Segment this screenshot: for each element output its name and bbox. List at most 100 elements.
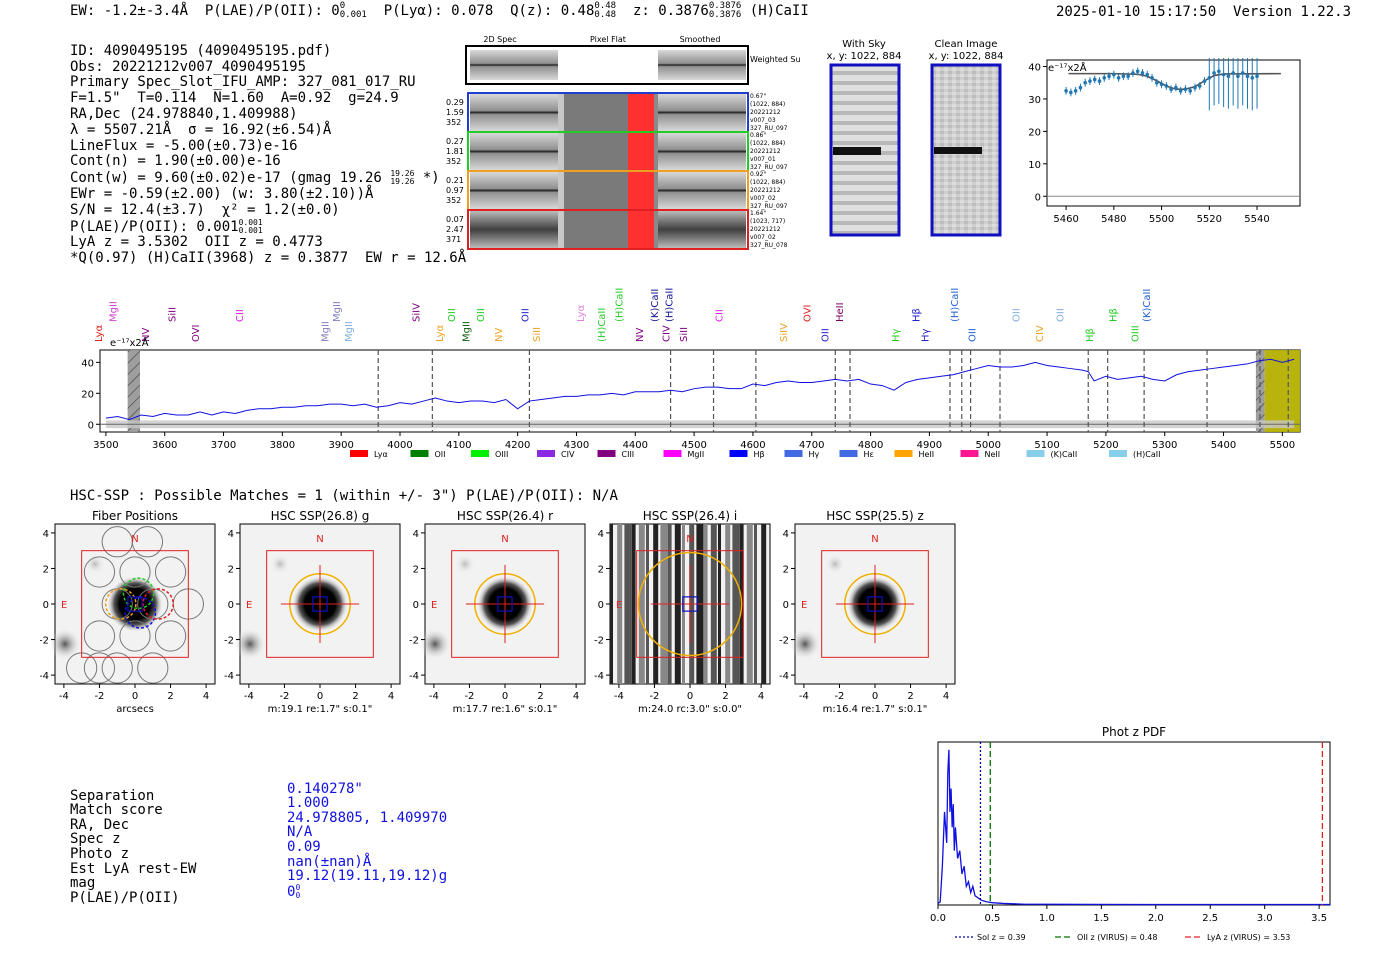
hsc-panel-caption: m:17.7 re:1.6" s:0.1" <box>453 704 558 713</box>
with-sky-coords: x, y: 1022, 884 <box>827 51 902 62</box>
full-shaded-region <box>1264 350 1300 432</box>
photz-pdf-chart: Phot z PDF 0.0 0.5 1.0 1.5 2.0 2.5 3.0 3.5 Sol … <box>930 725 1331 942</box>
fiber-pixelflat-image <box>564 133 628 170</box>
hsc-stripe <box>732 524 740 684</box>
match-label-separation: Separation <box>70 787 155 804</box>
pdf-xtick-label: 1.0 <box>1039 913 1055 924</box>
hsc-panel: HSC SSP(25.5) z N E -4 -4 -2 -2 0 0 2 2 4 4 m:16.4 re… <box>779 509 956 713</box>
match-value-specz: N/A <box>287 824 313 841</box>
pdf-ticks: 0.0 0.5 1.0 1.5 2.0 2.5 3.0 3.5 <box>930 905 1327 924</box>
full-legend-swatch <box>663 450 682 457</box>
fiber-row-meta: 0.92" <box>750 171 766 178</box>
fiber-row-meta: (1022, 884) <box>750 101 785 108</box>
emission-line-label: SiII <box>679 327 690 342</box>
hsc-xtick-label: -2 <box>94 691 104 702</box>
info-plae: P(LAE)/P(OII): 0.0010.001 0.001 <box>70 218 466 236</box>
pdf-xtick-label: 3.5 <box>1311 913 1327 924</box>
hsc-compass-n: N <box>131 534 138 545</box>
hsc-ytick-label: -4 <box>594 671 604 682</box>
zoom-data-point <box>1183 87 1188 91</box>
info-sn-chi2: S/N = 12.4(±3.7) χ² = 1.2(±0.0) <box>70 201 340 218</box>
fiber-row-meta: v007_03 <box>750 117 776 124</box>
fiber-row-images <box>467 170 749 211</box>
hsc-panel-group: Fiber Positions N E -4 -4 -2 -2 0 0 2 2 4 4 arcsecs HS… <box>40 509 956 713</box>
header-z-line: (H)CaII <box>749 3 809 19</box>
match-value-score: 1.000 <box>287 795 330 812</box>
header-version: Version 1.22.3 <box>1233 4 1352 20</box>
match-label-specz: Spec z <box>70 831 121 848</box>
info-best-solution: *Q(0.97) (H)CaII(3968) z = 0.3877 EW r =… <box>70 250 467 267</box>
zoom-xtick-label: 5460 <box>1053 214 1078 225</box>
emission-line-label: NV <box>494 328 505 342</box>
hsc-xtick-label: 4 <box>943 691 949 702</box>
zoom-y-unit: e⁻¹⁷x2Å <box>1048 61 1087 74</box>
match-label-photoz: Photo z <box>70 845 130 862</box>
fiber-row-value: 1.81 <box>446 147 464 156</box>
full-legend-swatch <box>410 450 429 457</box>
full-y-unit: e⁻¹⁷x2Å <box>110 336 149 349</box>
emission-line-label: SiIV <box>412 303 423 322</box>
match-value-lya-ew: nan(±nan)Å <box>287 853 372 870</box>
match-values: 0.140278" 1.000 24.978805, 1.409970 N/A 0.09… <box>287 767 447 914</box>
emission-line-label: OII <box>1012 308 1023 322</box>
match-label-plae: P(LAE)/P(OII) <box>70 889 180 906</box>
hsc-compass-n: N <box>316 534 323 545</box>
header-plae: P(LAE)/P(OII): 0 <box>204 3 340 19</box>
fiber-row-meta: 327_RU_097 <box>750 125 788 132</box>
header-plya: P(Lyα): 0.078 <box>383 3 494 19</box>
hsc-target-box <box>312 596 328 612</box>
full-xtick-label: 5000 <box>976 440 1001 451</box>
info-gmag-close: *) <box>422 170 440 187</box>
hsc-stripe <box>754 524 757 684</box>
emission-line-label: Hγ <box>891 328 902 342</box>
match-plae-sub: 0 <box>295 890 301 900</box>
emission-line-label: OII <box>520 308 531 322</box>
full-legend-label: HeII <box>919 450 935 459</box>
fiber-row-meta: (1022, 884) <box>750 140 785 147</box>
emission-line-label: OIII <box>1130 325 1141 342</box>
hsc-source-blob <box>107 576 163 632</box>
full-xtick-label: 3500 <box>93 440 118 451</box>
zoom-data-point <box>1131 71 1135 75</box>
hsc-compass-n: N <box>501 534 508 545</box>
hsc-ytick-label: -4 <box>40 671 49 682</box>
fiber-smoothed-image <box>658 172 746 209</box>
info-lineflux: LineFlux = -5.00(±0.73)e-16 <box>70 137 298 154</box>
photz-pdf-title: Phot z PDF <box>1102 725 1166 739</box>
fiber-circle <box>83 556 116 588</box>
full-legend-label: Hγ <box>809 450 820 459</box>
hsc-stripe <box>617 524 623 684</box>
zoom-data-point <box>1221 72 1226 77</box>
fiber-pixelflat-bad-column <box>628 94 654 131</box>
fiber-circle <box>83 620 116 652</box>
pdf-xtick-label: 2.0 <box>1148 913 1164 924</box>
hsc-compass-e: E <box>616 600 622 611</box>
emission-line-label: OVI <box>191 325 202 343</box>
hsc-ytick-label: 0 <box>413 600 419 611</box>
cutout-header-2dspec: 2D Spec <box>483 35 516 44</box>
hsc-ytick-label: 4 <box>413 529 419 540</box>
full-xtick-label: 3900 <box>328 440 353 451</box>
fiber-row-value: 2.47 <box>446 225 464 234</box>
fiber-row-meta: (1023, 717) <box>750 218 785 225</box>
hsc-stripe <box>761 524 767 684</box>
fiber-row-images <box>467 209 749 250</box>
zoom-data-point <box>1088 79 1092 83</box>
zoom-data-point <box>1197 84 1202 88</box>
hsc-panel-title: HSC SSP(26.8) g <box>271 509 370 523</box>
zoom-data-point <box>1226 74 1231 79</box>
full-xtick-label: 3600 <box>152 440 177 451</box>
fiber-cutouts-panel: 2D Spec Pixel Flat Smoothed Weighted Sum… <box>446 35 800 250</box>
hsc-ytick-label: 2 <box>598 564 604 575</box>
zoom-data-point <box>1236 74 1240 79</box>
full-xtick-label: 5400 <box>1211 440 1236 451</box>
sky-clean-panel: With Sky x, y: 1022, 884 Clean Image x, … <box>827 39 1003 237</box>
zoom-ytick-label: 30 <box>1028 95 1041 106</box>
zoom-xtick-label: 5480 <box>1101 214 1126 225</box>
zoom-xtick-label: 5520 <box>1197 214 1222 225</box>
with-sky-title: With Sky <box>842 39 886 50</box>
info-ewr: EWr = -0.59(±2.00) (w: 3.80(±2.10))Å <box>70 185 374 202</box>
info-radec: RA,Dec (24.978840,1.409988) <box>70 105 298 122</box>
cutout-header-pixelflat: Pixel Flat <box>590 35 626 44</box>
zoom-data-point <box>1121 74 1126 79</box>
